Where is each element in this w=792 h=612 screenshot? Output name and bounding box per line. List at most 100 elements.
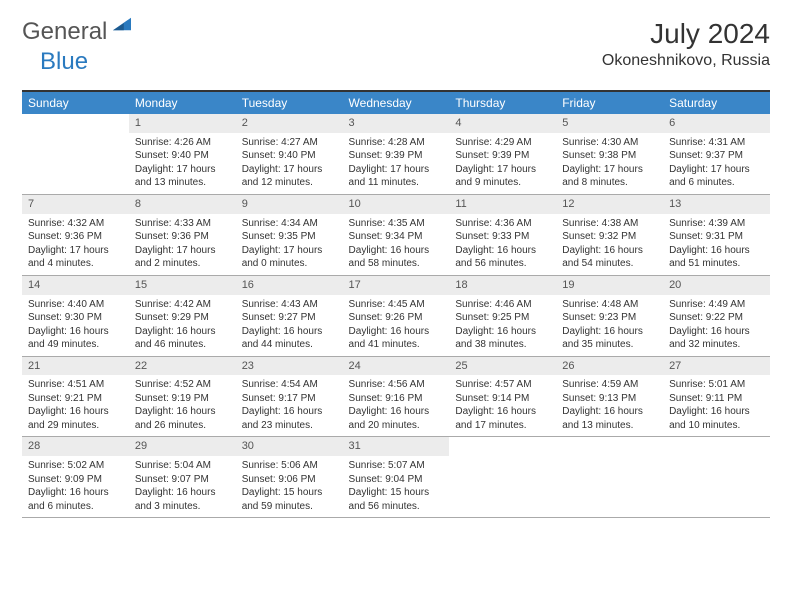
daylight-text-2: and 49 minutes. (28, 338, 123, 352)
day-number: 24 (343, 357, 450, 376)
sunrise-text: Sunrise: 4:32 AM (28, 217, 123, 231)
sunrise-text: Sunrise: 4:34 AM (242, 217, 337, 231)
daylight-text-2: and 46 minutes. (135, 338, 230, 352)
day-content: Sunrise: 4:54 AMSunset: 9:17 PMDaylight:… (236, 375, 343, 436)
daylight-text: Daylight: 17 hours (135, 244, 230, 258)
sunset-text: Sunset: 9:32 PM (562, 230, 657, 244)
calendar-day-cell: 23Sunrise: 4:54 AMSunset: 9:17 PMDayligh… (236, 356, 343, 437)
calendar-day-cell: 29Sunrise: 5:04 AMSunset: 9:07 PMDayligh… (129, 437, 236, 518)
daylight-text-2: and 3 minutes. (135, 500, 230, 514)
sunrise-text: Sunrise: 4:56 AM (349, 378, 444, 392)
day-content: Sunrise: 4:45 AMSunset: 9:26 PMDaylight:… (343, 295, 450, 356)
daylight-text: Daylight: 16 hours (349, 405, 444, 419)
day-number: 6 (663, 114, 770, 133)
day-content: Sunrise: 4:36 AMSunset: 9:33 PMDaylight:… (449, 214, 556, 275)
sunrise-text: Sunrise: 4:33 AM (135, 217, 230, 231)
day-content: Sunrise: 4:35 AMSunset: 9:34 PMDaylight:… (343, 214, 450, 275)
day-number: 5 (556, 114, 663, 133)
day-content: Sunrise: 4:59 AMSunset: 9:13 PMDaylight:… (556, 375, 663, 436)
sunrise-text: Sunrise: 4:35 AM (349, 217, 444, 231)
calendar-day-cell: 22Sunrise: 4:52 AMSunset: 9:19 PMDayligh… (129, 356, 236, 437)
calendar-day-cell: 20Sunrise: 4:49 AMSunset: 9:22 PMDayligh… (663, 275, 770, 356)
calendar-day-cell: 3Sunrise: 4:28 AMSunset: 9:39 PMDaylight… (343, 114, 450, 194)
daylight-text: Daylight: 17 hours (242, 163, 337, 177)
daylight-text: Daylight: 16 hours (28, 405, 123, 419)
sunrise-text: Sunrise: 4:59 AM (562, 378, 657, 392)
sunrise-text: Sunrise: 4:40 AM (28, 298, 123, 312)
day-content: Sunrise: 4:27 AMSunset: 9:40 PMDaylight:… (236, 133, 343, 194)
calendar-day-cell: 8Sunrise: 4:33 AMSunset: 9:36 PMDaylight… (129, 194, 236, 275)
day-content: Sunrise: 4:46 AMSunset: 9:25 PMDaylight:… (449, 295, 556, 356)
day-number: 12 (556, 195, 663, 214)
sunset-text: Sunset: 9:21 PM (28, 392, 123, 406)
daylight-text: Daylight: 16 hours (562, 244, 657, 258)
sunrise-text: Sunrise: 5:06 AM (242, 459, 337, 473)
day-content: Sunrise: 4:57 AMSunset: 9:14 PMDaylight:… (449, 375, 556, 436)
day-content: Sunrise: 4:51 AMSunset: 9:21 PMDaylight:… (22, 375, 129, 436)
daylight-text: Daylight: 17 hours (455, 163, 550, 177)
sunset-text: Sunset: 9:33 PM (455, 230, 550, 244)
sunrise-text: Sunrise: 5:07 AM (349, 459, 444, 473)
sunset-text: Sunset: 9:34 PM (349, 230, 444, 244)
day-header: Wednesday (343, 91, 450, 114)
daylight-text-2: and 35 minutes. (562, 338, 657, 352)
sunset-text: Sunset: 9:27 PM (242, 311, 337, 325)
sunset-text: Sunset: 9:35 PM (242, 230, 337, 244)
calendar-day-cell: 15Sunrise: 4:42 AMSunset: 9:29 PMDayligh… (129, 275, 236, 356)
sunrise-text: Sunrise: 4:30 AM (562, 136, 657, 150)
daylight-text: Daylight: 16 hours (669, 244, 764, 258)
day-number: 27 (663, 357, 770, 376)
day-content: Sunrise: 4:39 AMSunset: 9:31 PMDaylight:… (663, 214, 770, 275)
daylight-text-2: and 41 minutes. (349, 338, 444, 352)
sunrise-text: Sunrise: 5:02 AM (28, 459, 123, 473)
daylight-text: Daylight: 16 hours (28, 325, 123, 339)
day-number: 29 (129, 437, 236, 456)
sunrise-text: Sunrise: 4:46 AM (455, 298, 550, 312)
day-content: Sunrise: 4:49 AMSunset: 9:22 PMDaylight:… (663, 295, 770, 356)
calendar-day-cell (22, 114, 129, 194)
logo-triangle-icon (113, 17, 131, 31)
sunrise-text: Sunrise: 4:36 AM (455, 217, 550, 231)
sunrise-text: Sunrise: 4:39 AM (669, 217, 764, 231)
daylight-text-2: and 6 minutes. (669, 176, 764, 190)
daylight-text-2: and 6 minutes. (28, 500, 123, 514)
daylight-text-2: and 17 minutes. (455, 419, 550, 433)
month-title: July 2024 (602, 18, 770, 50)
calendar-day-cell (556, 437, 663, 518)
sunset-text: Sunset: 9:39 PM (455, 149, 550, 163)
daylight-text: Daylight: 16 hours (28, 486, 123, 500)
daylight-text: Daylight: 16 hours (669, 405, 764, 419)
daylight-text-2: and 12 minutes. (242, 176, 337, 190)
day-number: 18 (449, 276, 556, 295)
logo-word-general: General (22, 18, 107, 46)
sunrise-text: Sunrise: 5:04 AM (135, 459, 230, 473)
day-number: 16 (236, 276, 343, 295)
day-number: 2 (236, 114, 343, 133)
calendar-week-row: 1Sunrise: 4:26 AMSunset: 9:40 PMDaylight… (22, 114, 770, 194)
sunset-text: Sunset: 9:37 PM (669, 149, 764, 163)
sunset-text: Sunset: 9:23 PM (562, 311, 657, 325)
day-content: Sunrise: 4:40 AMSunset: 9:30 PMDaylight:… (22, 295, 129, 356)
day-content: Sunrise: 5:04 AMSunset: 9:07 PMDaylight:… (129, 456, 236, 517)
calendar-day-cell: 21Sunrise: 4:51 AMSunset: 9:21 PMDayligh… (22, 356, 129, 437)
daylight-text: Daylight: 16 hours (135, 325, 230, 339)
sunset-text: Sunset: 9:36 PM (28, 230, 123, 244)
daylight-text: Daylight: 16 hours (562, 325, 657, 339)
daylight-text: Daylight: 16 hours (242, 325, 337, 339)
daylight-text: Daylight: 16 hours (349, 244, 444, 258)
day-header: Thursday (449, 91, 556, 114)
calendar-day-cell: 25Sunrise: 4:57 AMSunset: 9:14 PMDayligh… (449, 356, 556, 437)
day-content: Sunrise: 4:34 AMSunset: 9:35 PMDaylight:… (236, 214, 343, 275)
day-number: 30 (236, 437, 343, 456)
day-header: Saturday (663, 91, 770, 114)
daylight-text: Daylight: 16 hours (135, 486, 230, 500)
day-content: Sunrise: 4:43 AMSunset: 9:27 PMDaylight:… (236, 295, 343, 356)
sunrise-text: Sunrise: 4:27 AM (242, 136, 337, 150)
calendar-day-cell: 12Sunrise: 4:38 AMSunset: 9:32 PMDayligh… (556, 194, 663, 275)
day-number: 15 (129, 276, 236, 295)
sunrise-text: Sunrise: 4:45 AM (349, 298, 444, 312)
sunset-text: Sunset: 9:30 PM (28, 311, 123, 325)
sunrise-text: Sunrise: 4:42 AM (135, 298, 230, 312)
daylight-text-2: and 26 minutes. (135, 419, 230, 433)
day-number: 26 (556, 357, 663, 376)
